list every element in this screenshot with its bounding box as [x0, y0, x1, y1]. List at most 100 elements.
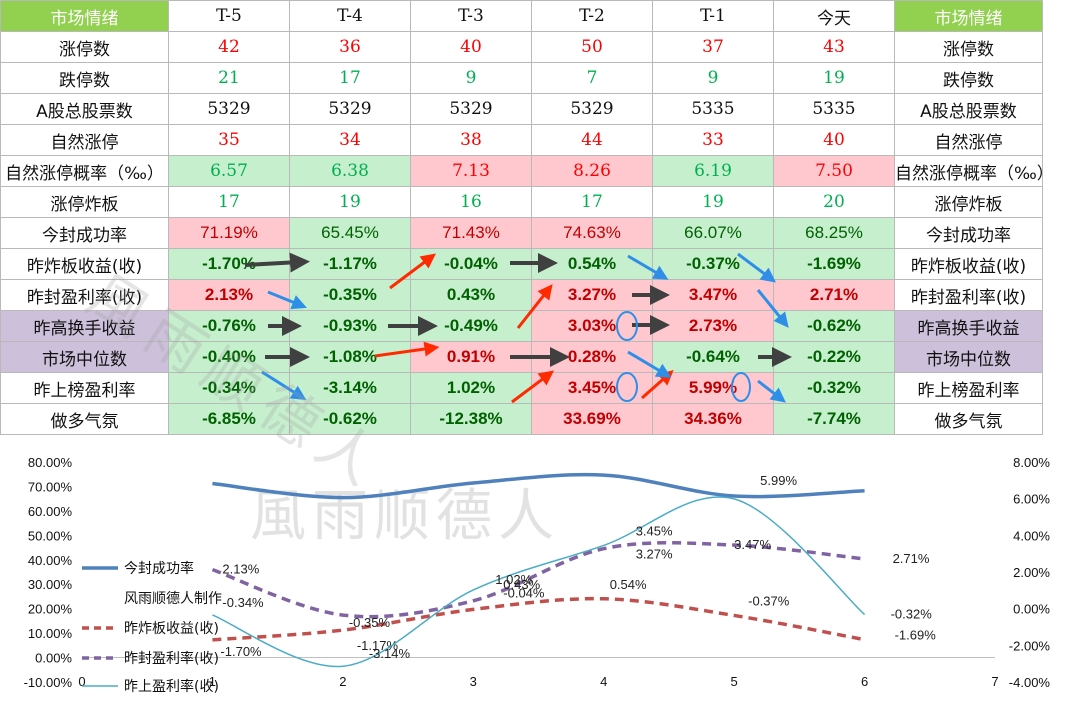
value-cell: 7.13: [410, 155, 532, 187]
value-cell: -0.93%: [289, 310, 411, 342]
value-cell: -0.40%: [168, 341, 290, 373]
value-cell: -1.08%: [289, 341, 411, 373]
x-tick-label: 4: [600, 674, 607, 689]
value-cell: 36: [289, 31, 411, 63]
value-cell: 20: [773, 186, 895, 218]
data-label: -1.69%: [895, 628, 937, 643]
value-cell: 33.69%: [531, 403, 653, 435]
data-label: 2.71%: [893, 551, 930, 566]
value-cell: -6.85%: [168, 403, 290, 435]
header-row: 市场情绪 T-5 T-4 T-3 T-2 T-1 今天 市场情绪: [0, 0, 1043, 32]
value-cell: -0.76%: [168, 310, 290, 342]
header-label-cell: 市场情绪: [0, 0, 169, 32]
y-right-tick-label: 0.00%: [1013, 602, 1050, 617]
value-cell: 0.91%: [410, 341, 532, 373]
value-cell: 3.27%: [531, 279, 653, 311]
header-day-cell: T-3: [410, 0, 532, 32]
y-left-tick-label: 50.00%: [28, 528, 73, 543]
data-label: -0.35%: [349, 615, 391, 630]
table-row: 市场中位数 -0.40% -1.08% 0.91% 0.28% -0.64% -0.22% 市…: [0, 341, 1043, 373]
x-tick-label: 7: [991, 674, 998, 689]
x-tick-label: 5: [731, 674, 738, 689]
data-label: 0.43%: [503, 577, 540, 592]
row-label-right: 昨炸板收益(收): [894, 248, 1043, 280]
value-cell: 35: [168, 124, 290, 156]
data-label: 3.47%: [734, 537, 771, 552]
data-label: 3.27%: [636, 547, 673, 562]
data-label: 2.13%: [222, 562, 259, 577]
value-cell: 71.19%: [168, 217, 290, 249]
sentiment-grid: 市场情绪 T-5 T-4 T-3 T-2 T-1 今天 市场情绪 涨停数 42 36 40 50 37 43…: [0, 0, 1043, 435]
value-cell: 34: [289, 124, 411, 156]
data-label: -0.37%: [748, 593, 790, 608]
value-cell: -7.74%: [773, 403, 895, 435]
y-left-tick-label: 10.00%: [28, 626, 73, 641]
series-line: [212, 472, 865, 500]
value-cell: -1.17%: [289, 248, 411, 280]
value-cell: 68.25%: [773, 217, 895, 249]
x-tick-label: 3: [470, 674, 477, 689]
value-cell: 38: [410, 124, 532, 156]
data-label: 0.54%: [610, 577, 647, 592]
row-label-left: 市场中位数: [0, 341, 169, 373]
value-cell: 17: [289, 62, 411, 94]
series-line: [211, 541, 865, 619]
data-label: -0.34%: [222, 595, 264, 610]
row-label-right: 自然涨停概率（‰）: [894, 155, 1043, 187]
value-cell: 17: [168, 186, 290, 218]
header-day-cell: T-5: [168, 0, 290, 32]
data-label: -3.14%: [369, 646, 411, 661]
value-cell: -0.64%: [652, 341, 774, 373]
value-cell: 74.63%: [531, 217, 653, 249]
value-cell: -0.04%: [410, 248, 532, 280]
x-tick-label: 2: [339, 674, 346, 689]
table-row: 自然涨停概率（‰） 6.57 6.38 7.13 8.26 6.19 7.50 自然涨停概率（…: [0, 155, 1043, 187]
value-cell: 0.28%: [531, 341, 653, 373]
row-label-left: 涨停数: [0, 31, 169, 63]
x-tick-label: 0: [78, 674, 85, 689]
row-label-left: 自然涨停: [0, 124, 169, 156]
x-tick-label: 6: [861, 674, 868, 689]
value-cell: 9: [652, 62, 774, 94]
value-cell: 5329: [531, 93, 653, 125]
row-label-left: 昨上榜盈利率: [0, 372, 169, 404]
series-line: [212, 596, 865, 642]
row-label-right: 自然涨停: [894, 124, 1043, 156]
row-label-right: 做多气氛: [894, 403, 1043, 435]
value-cell: 2.73%: [652, 310, 774, 342]
table-row: 今封成功率 71.19% 65.45% 71.43% 74.63% 66.07% 68.25…: [0, 217, 1043, 249]
data-label: 5.99%: [760, 473, 797, 488]
value-cell: 43: [773, 31, 895, 63]
value-cell: 42: [168, 31, 290, 63]
y-right-tick-label: 2.00%: [1013, 565, 1050, 580]
row-label-left: 今封成功率: [0, 217, 169, 249]
value-cell: 5329: [168, 93, 290, 125]
value-cell: 0.54%: [531, 248, 653, 280]
row-label-left: 自然涨停概率（‰）: [0, 155, 169, 187]
header-day-cell: 今天: [773, 0, 895, 32]
value-cell: 3.45%: [531, 372, 653, 404]
legend-label: 昨炸板收益(收): [124, 621, 219, 637]
y-left-tick-label: 80.00%: [28, 455, 73, 470]
header-label-cell: 市场情绪: [894, 0, 1043, 32]
line-chart: -10.00%0.00%10.00%20.00%30.00%40.00%50.0…: [24, 455, 1051, 695]
y-left-tick-label: -10.00%: [24, 675, 73, 690]
legend-note: 风雨顺德人制作: [124, 591, 222, 607]
value-cell: 40: [773, 124, 895, 156]
value-cell: -0.32%: [773, 372, 895, 404]
row-label-right: 昨封盈利率(收): [894, 279, 1043, 311]
row-label-left: 做多气氛: [0, 403, 169, 435]
value-cell: 40: [410, 31, 532, 63]
table-row: 涨停数 42 36 40 50 37 43 涨停数: [0, 31, 1043, 63]
value-cell: -3.14%: [289, 372, 411, 404]
value-cell: 6.57: [168, 155, 290, 187]
x-tick-label: 1: [209, 674, 216, 689]
value-cell: 7: [531, 62, 653, 94]
value-cell: 5335: [652, 93, 774, 125]
y-right-tick-label: -2.00%: [1009, 638, 1051, 653]
value-cell: 5329: [410, 93, 532, 125]
value-cell: -1.70%: [168, 248, 290, 280]
value-cell: 6.38: [289, 155, 411, 187]
value-cell: 5.99%: [652, 372, 774, 404]
value-cell: -0.34%: [168, 372, 290, 404]
